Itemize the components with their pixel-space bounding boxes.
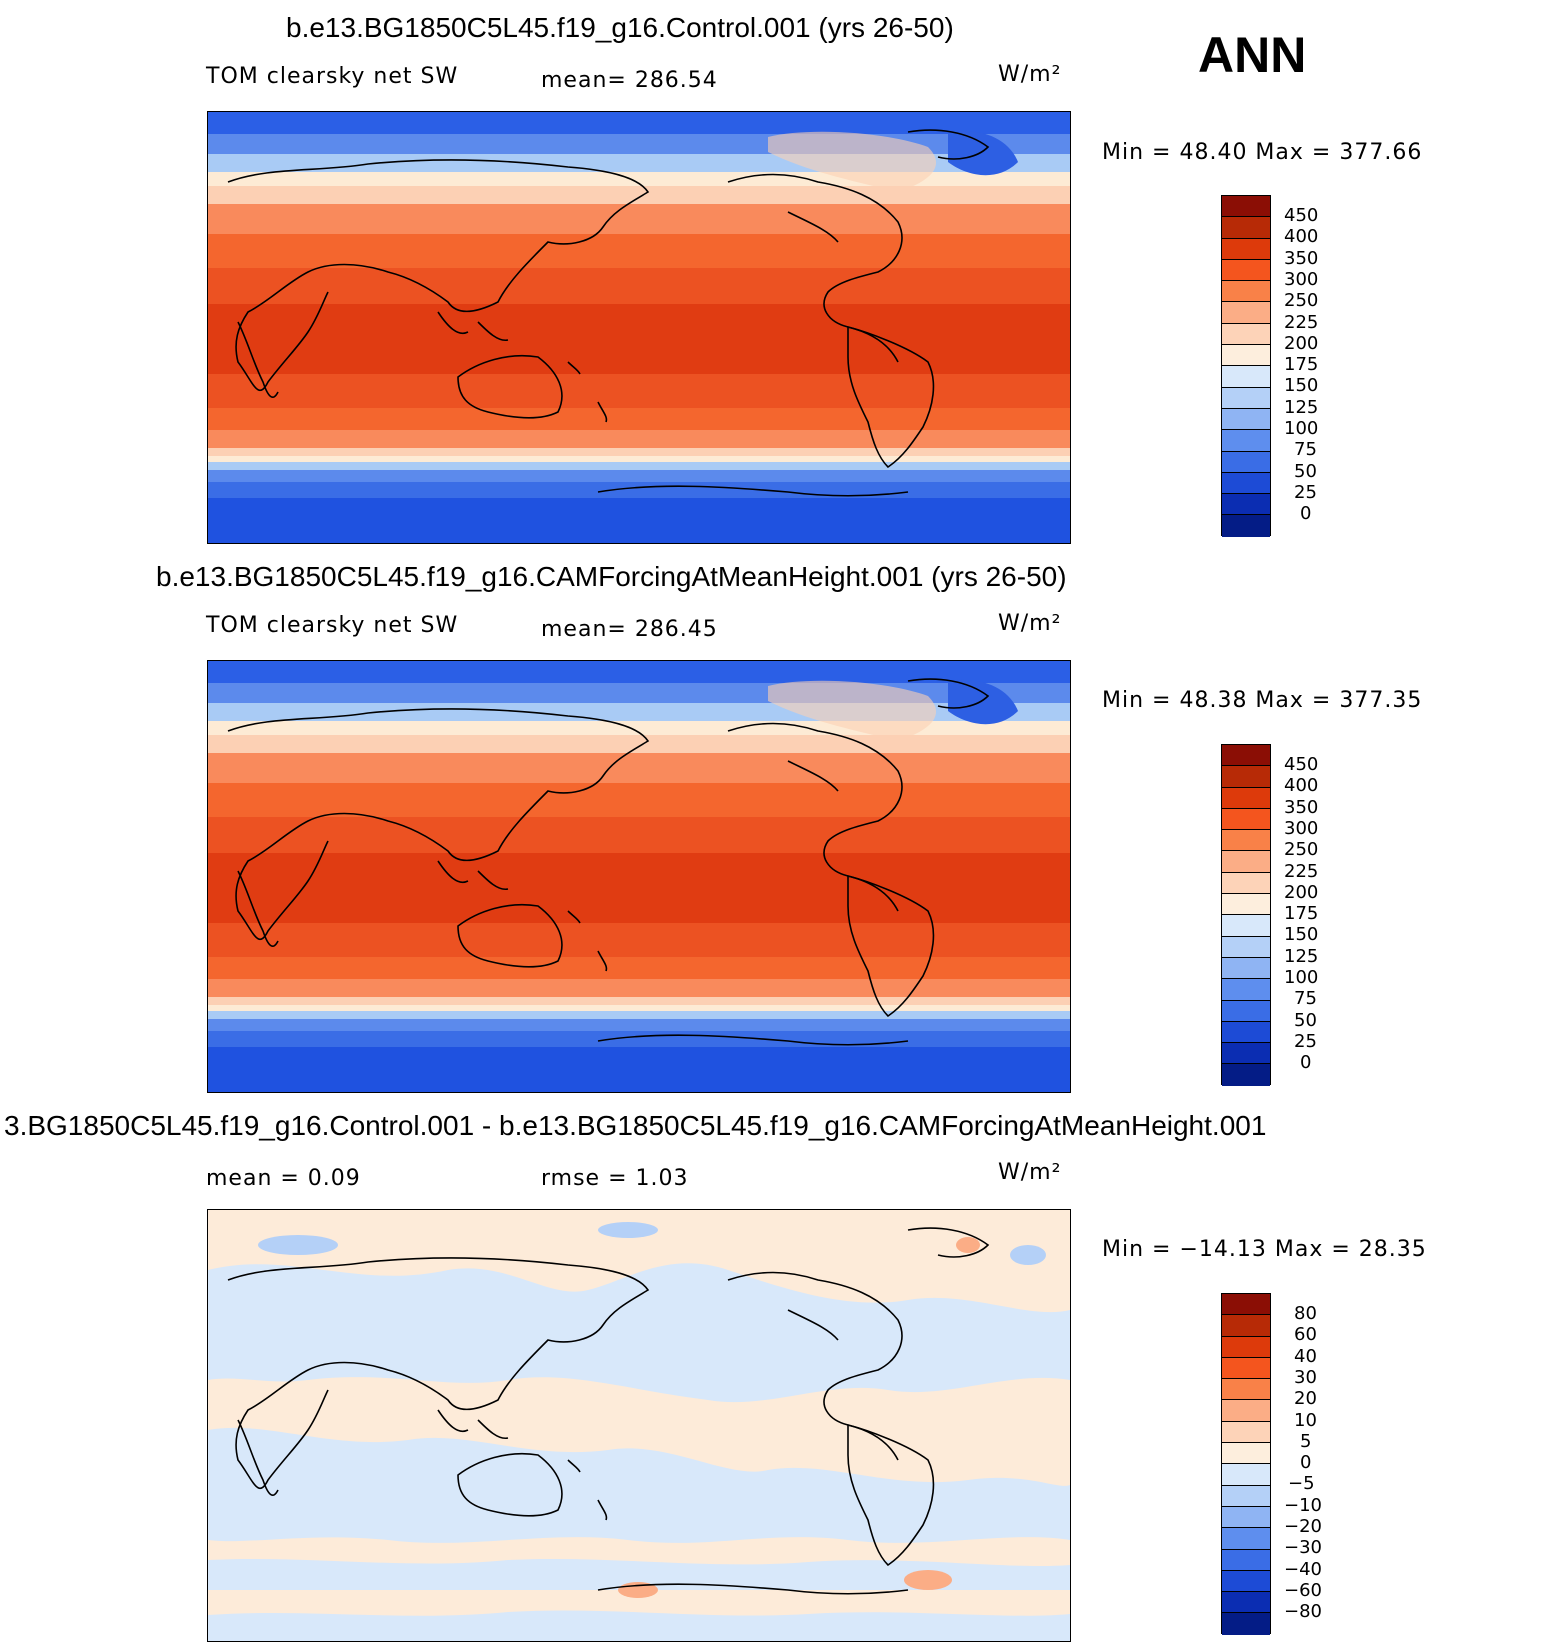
- panel-3-map: [207, 1209, 1071, 1642]
- panel-1-variable-label: TOM clearsky net SW: [206, 64, 459, 89]
- panel-1-contour-field: [208, 112, 1070, 543]
- colorbar-tick: 60: [1294, 1324, 1317, 1346]
- panel-3-units-label: W/m²: [998, 1160, 1062, 1185]
- colorbar-tick: 50: [1294, 1009, 1317, 1031]
- colorbar-tick: −5: [1288, 1473, 1315, 1495]
- colorbar-tick: 150: [1284, 375, 1319, 397]
- colorbar-tick: 10: [1294, 1409, 1317, 1431]
- colorbar-tick: 125: [1284, 945, 1319, 967]
- panel-1-colorbar: [1221, 195, 1271, 537]
- colorbar-tick: 5: [1300, 1430, 1312, 1452]
- panel-3-rmse-label: rmse = 1.03: [541, 1166, 689, 1191]
- panel-2-minmax-label: Min = 48.38 Max = 377.35: [1102, 688, 1423, 713]
- colorbar-tick: 75: [1294, 988, 1317, 1010]
- colorbar-tick: 225: [1284, 311, 1319, 333]
- colorbar-tick: 225: [1284, 860, 1319, 882]
- colorbar-tick: 0: [1300, 503, 1312, 525]
- panel-2-mean-label: mean= 286.45: [541, 617, 718, 642]
- colorbar-tick: 75: [1294, 439, 1317, 461]
- colorbar-tick: 80: [1294, 1303, 1317, 1324]
- colorbar-tick: 125: [1284, 396, 1319, 418]
- colorbar-tick: 200: [1284, 881, 1319, 903]
- panel-2-map: [207, 660, 1071, 1093]
- colorbar-tick: −20: [1284, 1516, 1322, 1537]
- colorbar-tick: 250: [1284, 839, 1319, 861]
- panel-2-title: b.e13.BG1850C5L45.f19_g16.CAMForcingAtMe…: [156, 561, 1067, 592]
- colorbar-tick: 350: [1284, 796, 1319, 818]
- colorbar-tick: 175: [1284, 903, 1319, 925]
- panel-2-units-label: W/m²: [998, 611, 1062, 636]
- colorbar-tick: −10: [1284, 1494, 1322, 1516]
- colorbar-tick: 30: [1294, 1366, 1317, 1388]
- colorbar-tick: 25: [1294, 481, 1317, 503]
- colorbar-tick: 300: [1284, 817, 1319, 839]
- colorbar-tick: 100: [1284, 967, 1319, 988]
- panel-2-contour-field: [208, 661, 1070, 1092]
- colorbar-tick: 150: [1284, 924, 1319, 946]
- colorbar-tick: 300: [1284, 268, 1319, 290]
- colorbar-tick: 200: [1284, 332, 1319, 354]
- colorbar-tick: 350: [1284, 247, 1319, 269]
- colorbar-tick: 50: [1294, 460, 1317, 482]
- colorbar-tick: −30: [1284, 1537, 1322, 1559]
- colorbar-tick: 25: [1294, 1030, 1317, 1052]
- panel-3-colorbar: [1221, 1293, 1271, 1635]
- panel-1-minmax-label: Min = 48.40 Max = 377.66: [1102, 140, 1423, 165]
- panel-1-mean-label: mean= 286.54: [541, 68, 718, 93]
- colorbar-tick: 0: [1300, 1452, 1312, 1474]
- colorbar-tick: 400: [1284, 775, 1319, 797]
- panel-1-units-label: W/m²: [998, 62, 1062, 87]
- colorbar-tick: 20: [1294, 1388, 1317, 1410]
- panel-3-contour-field: [208, 1210, 1070, 1641]
- panel-2-variable-label: TOM clearsky net SW: [206, 613, 459, 638]
- panel-3-minmax-label: Min = −14.13 Max = 28.35: [1102, 1237, 1427, 1262]
- season-label: ANN: [1198, 27, 1307, 83]
- colorbar-tick: 450: [1284, 754, 1319, 775]
- colorbar-tick: 40: [1294, 1345, 1317, 1367]
- panel-3-title: 3.BG1850C5L45.f19_g16.Control.001 - b.e1…: [4, 1110, 1267, 1141]
- panel-1-title: b.e13.BG1850C5L45.f19_g16.Control.001 (y…: [286, 12, 954, 43]
- colorbar-tick: −40: [1284, 1558, 1322, 1580]
- panel-1-map: [207, 111, 1071, 544]
- panel-2-colorbar: [1221, 744, 1271, 1086]
- colorbar-tick: 250: [1284, 290, 1319, 312]
- panel-3-mean-label: mean = 0.09: [206, 1166, 361, 1191]
- colorbar-tick: 450: [1284, 205, 1319, 226]
- colorbar-tick: 100: [1284, 418, 1319, 439]
- colorbar-tick: −60: [1284, 1579, 1322, 1601]
- colorbar-tick: 175: [1284, 354, 1319, 376]
- colorbar-tick: 400: [1284, 226, 1319, 248]
- colorbar-tick: 0: [1300, 1052, 1312, 1074]
- colorbar-tick: −80: [1284, 1601, 1322, 1623]
